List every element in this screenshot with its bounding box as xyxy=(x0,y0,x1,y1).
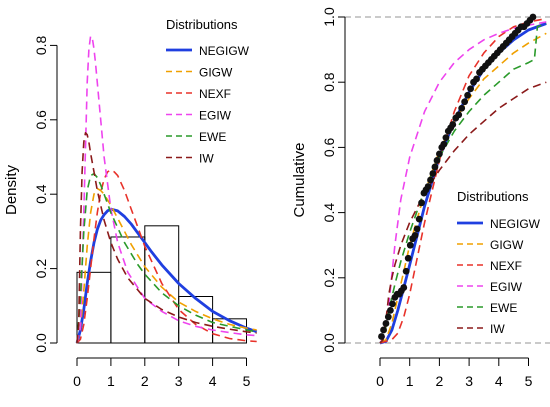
cumulative-legend-label-gigw: GIGW xyxy=(490,238,524,252)
cumulative-legend-label-ewe: EWE xyxy=(490,301,517,315)
cumulative-legend-label-nexf: NEXF xyxy=(490,259,522,273)
cumulative-y-tick-label-0.6: 0.6 xyxy=(321,137,337,157)
density-x-tick-label-2: 2 xyxy=(141,373,149,389)
empirical-point-5 xyxy=(389,300,396,308)
empirical-point-2 xyxy=(382,320,390,327)
density-legend-label-ewe: EWE xyxy=(199,130,226,144)
cumulative-panel: 0.0 0.2 0.4 0.6 0.8 1.0 0 1 2 3 4 5 Cumulative Dist… xyxy=(291,7,550,389)
empirical-point-40 xyxy=(473,75,480,83)
cumulative-curve-egiw xyxy=(379,21,547,344)
cumulative-y-axis-label: Cumulative xyxy=(291,142,308,217)
empirical-point-28 xyxy=(440,140,448,148)
empirical-point-29 xyxy=(442,134,450,142)
empirical-point-21 xyxy=(424,183,432,190)
empirical-point-16 xyxy=(413,225,421,233)
density-curves xyxy=(75,35,258,344)
cumulative-x-tick-label-2: 2 xyxy=(436,373,444,389)
empirical-point-1 xyxy=(380,326,387,334)
empirical-point-59 xyxy=(529,13,537,21)
empirical-point-25 xyxy=(433,157,441,164)
density-curve-egiw xyxy=(76,35,257,344)
density-y-tick-label-0.2: 0.2 xyxy=(33,259,49,279)
empirical-point-26 xyxy=(436,150,443,158)
empirical-point-34 xyxy=(455,111,463,119)
empirical-point-17 xyxy=(415,215,423,223)
empirical-point-0 xyxy=(378,333,385,340)
cumulative-legend-label-egiw: EGIW xyxy=(490,280,523,294)
empirical-point-23 xyxy=(429,170,437,177)
empirical-point-32 xyxy=(449,121,457,128)
empirical-point-24 xyxy=(431,163,439,171)
empirical-point-12 xyxy=(404,254,412,262)
density-x-tick-label-3: 3 xyxy=(175,373,183,389)
cumulative-empirical-points xyxy=(378,13,537,340)
empirical-point-22 xyxy=(427,176,434,184)
cumulative-reference-lines xyxy=(345,16,550,344)
cumulative-y-tick-label-0.0: 0.0 xyxy=(321,333,337,353)
cumulative-y-tick-label-0.4: 0.4 xyxy=(321,203,337,223)
empirical-point-3 xyxy=(384,313,392,321)
empirical-point-35 xyxy=(458,104,466,112)
cumulative-x-tick-label-0: 0 xyxy=(376,373,384,389)
empirical-point-11 xyxy=(402,267,410,275)
cumulative-curve-gigw xyxy=(379,32,547,344)
histogram-bar-4 xyxy=(212,318,248,344)
density-curve-gigw xyxy=(76,187,257,344)
density-legend-title: Distributions xyxy=(166,17,238,32)
empirical-point-18 xyxy=(418,199,425,207)
cumulative-y-tick-label-0.2: 0.2 xyxy=(321,268,337,288)
density-curve-negigw xyxy=(75,207,258,344)
cumulative-x-tick-label-4: 4 xyxy=(495,373,503,389)
density-y-tick-label-0.0: 0.0 xyxy=(33,333,49,353)
cumulative-x-tick-label-5: 5 xyxy=(525,373,533,389)
empirical-point-36 xyxy=(461,98,469,106)
density-x-tick-label-1: 1 xyxy=(107,373,115,389)
density-legend-label-iw: IW xyxy=(199,152,214,166)
cumulative-legend-label-negigw: NEGIGW xyxy=(490,217,541,231)
density-y-tick-label-0.8: 0.8 xyxy=(33,35,49,55)
cumulative-curve-iw xyxy=(379,81,547,344)
empirical-point-15 xyxy=(411,232,419,239)
density-x-tick-label-0: 0 xyxy=(73,373,81,389)
density-legend: Distributions NEGIGW GIGW NEXF EGIW EWE IW xyxy=(166,17,250,166)
cumulative-x-tick-label-3: 3 xyxy=(465,373,473,389)
empirical-point-13 xyxy=(406,241,414,249)
empirical-point-4 xyxy=(386,307,394,314)
cumulative-legend-title: Distributions xyxy=(457,189,529,204)
cumulative-axes: 0.0 0.2 0.4 0.6 0.8 1.0 0 1 2 3 4 5 xyxy=(321,7,533,389)
cumulative-legend-label-iw: IW xyxy=(490,322,505,336)
cumulative-y-tick-label-0.8: 0.8 xyxy=(321,72,337,92)
empirical-point-10 xyxy=(400,284,408,291)
density-legend-label-egiw: EGIW xyxy=(199,109,232,123)
histogram-bar-3 xyxy=(178,296,214,344)
density-x-tick-label-4: 4 xyxy=(209,373,217,389)
density-y-tick-label-0.4: 0.4 xyxy=(33,184,49,204)
empirical-point-38 xyxy=(467,85,474,93)
density-curve-nexf xyxy=(76,169,257,344)
cumulative-curves xyxy=(379,17,547,345)
density-curve-ewe xyxy=(76,172,257,344)
histogram-bar-1 xyxy=(110,236,146,344)
cumulative-curve-nexf xyxy=(379,17,547,344)
histogram-bar-0 xyxy=(76,271,112,344)
empirical-point-37 xyxy=(464,91,472,99)
density-legend-label-gigw: GIGW xyxy=(199,66,233,80)
density-curve-iw xyxy=(76,132,257,344)
density-legend-label-nexf: NEXF xyxy=(199,87,231,101)
density-x-tick-label-5: 5 xyxy=(243,373,251,389)
density-legend-label-negigw: NEGIGW xyxy=(199,44,250,58)
cumulative-y-tick-label-1.0: 1.0 xyxy=(321,7,337,27)
cumulative-legend: Distributions NEGIGW GIGW NEXF EGIW EWE IW xyxy=(457,189,541,336)
density-axes: 0.0 0.2 0.4 0.6 0.8 0 1 2 3 4 5 xyxy=(33,35,251,389)
cumulative-x-tick-label-1: 1 xyxy=(406,373,414,389)
density-y-axis-label: Density xyxy=(3,164,20,215)
density-panel: 0.0 0.2 0.4 0.6 0.8 0 1 2 3 4 5 Density Distributi… xyxy=(3,17,258,389)
density-y-tick-label-0.6: 0.6 xyxy=(33,110,49,130)
